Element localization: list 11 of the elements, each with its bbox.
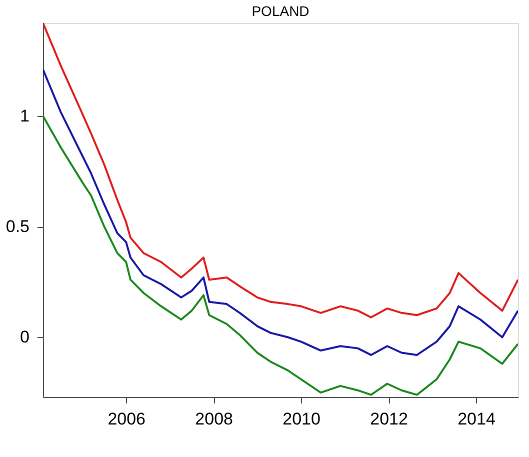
y-tick-label: 0 [20, 328, 30, 347]
x-tick-label: 2012 [370, 410, 408, 428]
y-tick-label: 0.5 [6, 217, 30, 236]
line-series [43, 68, 518, 356]
x-tick-label: 2010 [282, 410, 320, 428]
x-tick-label: 2006 [108, 410, 146, 428]
chart-title: POLAND [252, 3, 310, 19]
y-tick-label: 1 [20, 106, 30, 126]
line-series [43, 23, 518, 318]
x-tick-label: 2014 [458, 410, 496, 428]
x-tick-label: 2008 [195, 410, 233, 428]
